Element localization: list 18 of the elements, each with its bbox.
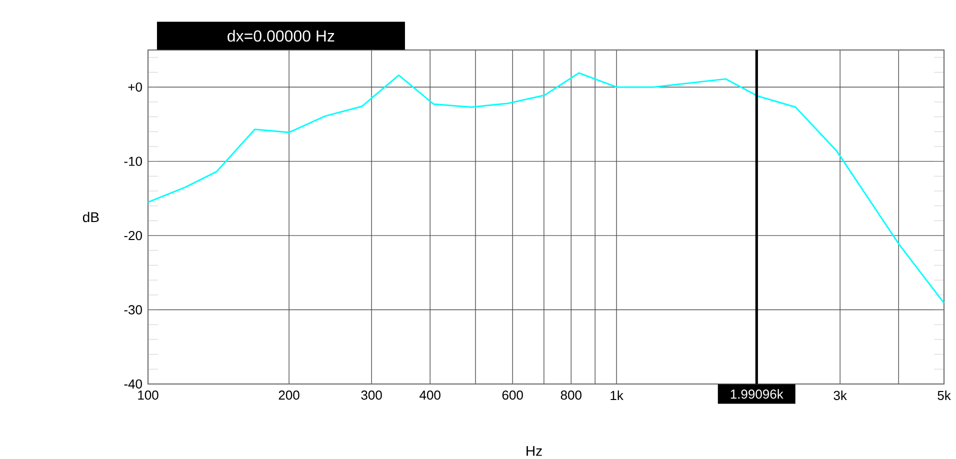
- x-tick-label: 600: [502, 390, 523, 400]
- x-tick-label: 300: [361, 390, 382, 400]
- x-axis-title: Hz: [526, 446, 542, 456]
- y-tick-label: -20: [124, 230, 142, 240]
- x-tick-label: 3k: [834, 390, 847, 400]
- x-tick-label: 800: [560, 390, 582, 400]
- x-tick-label: 200: [278, 390, 300, 400]
- y-tick-label: -30: [124, 305, 142, 314]
- y-tick-label: -10: [124, 156, 142, 166]
- x-tick-label: 5k: [938, 390, 951, 400]
- y-axis-title: dB: [82, 212, 99, 222]
- x-tick-label: 100: [138, 390, 158, 400]
- text: dx=0.00000 Hz: [228, 30, 334, 42]
- y-tick-label: -40: [124, 379, 142, 389]
- x-tick-label: 400: [420, 390, 440, 400]
- x-tick-label: 1k: [610, 390, 624, 400]
- y-tick-label: +0: [128, 82, 142, 92]
- ref-line-label: 1.99096k: [730, 389, 784, 399]
